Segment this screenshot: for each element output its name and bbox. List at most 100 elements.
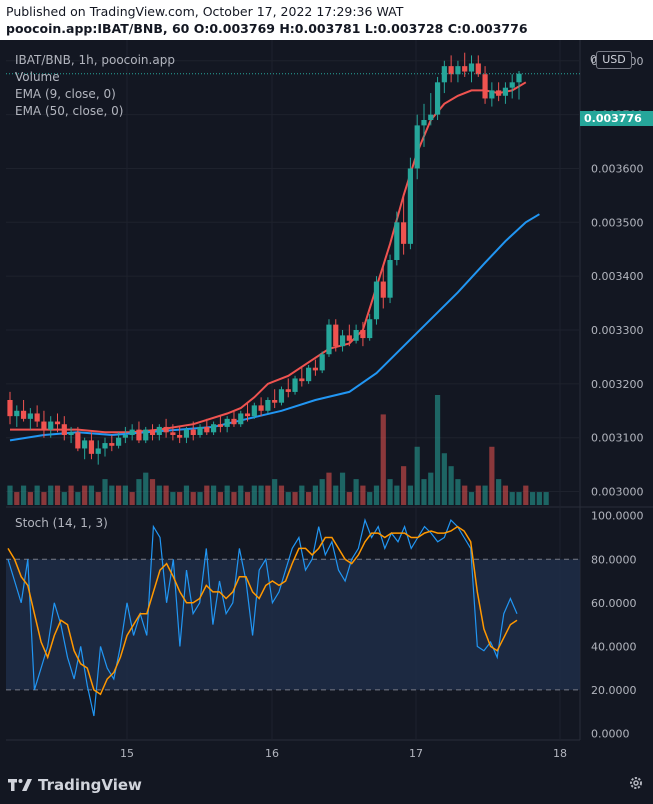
candle [346,324,352,347]
candle-body [509,82,515,88]
candle [407,157,414,250]
volume-bar [156,485,162,505]
candle [462,52,468,77]
legend-stoch: Stoch (14, 1, 3) [15,516,108,530]
volume-bar [115,485,122,505]
candle-body [339,335,346,347]
stoch-tick-label: 0.0000 [591,727,630,740]
tradingview-logo[interactable]: TradingView [8,776,142,794]
candle [434,76,441,120]
x-tick-label: 16 [265,747,279,760]
candle-body [75,432,81,449]
candle-body [183,429,190,438]
candle-body [448,66,454,75]
chart-canvas[interactable]: 151617180.0038000.0037000.0036000.003500… [0,40,653,767]
volume-bar [306,492,312,505]
currency-button[interactable]: USD [596,51,632,69]
price-tick-label: 0.003000 [591,486,644,499]
volume-bar [536,492,542,505]
price-tick-label: 0.003500 [591,216,644,229]
candle-body [353,330,359,341]
volume-bar [319,479,325,505]
candle [278,386,285,406]
candle [387,254,393,304]
candle-body [115,437,122,446]
volume-bar [136,479,142,505]
volume-bar [231,492,237,505]
candle-body [34,413,40,422]
volume-bar [27,492,33,505]
candle-body [401,222,407,244]
volume-bar [95,492,101,505]
candle [177,426,183,444]
volume-bar [380,414,386,505]
candle-body [82,440,88,449]
candle-body [190,429,196,435]
ohlc-summary: poocoin.app:IBAT/BNB, 60 O:0.003769 H:0.… [6,21,528,36]
candle [448,55,454,83]
volume-bar [333,485,339,505]
candle [312,359,318,376]
candle-body [292,378,298,392]
candle-body [109,443,115,446]
volume-bar [529,492,536,505]
volume-bar [190,492,196,505]
candle [516,71,522,100]
candle [353,324,359,344]
candle [401,195,407,255]
candle [197,424,203,438]
candle-body [204,426,210,433]
volume-bar [258,485,264,505]
candle [88,432,95,460]
volume-bar [360,485,366,505]
candle [496,82,502,102]
volume-bar [224,485,230,505]
volume-bar [516,492,522,505]
volume-bar [7,485,13,505]
candle [54,413,61,433]
legend-ema-fast: EMA (9, close, 0) [15,87,116,101]
candle [122,426,128,444]
publish-info: Published on TradingView.com, October 17… [6,4,404,19]
footer: TradingView [0,767,653,804]
volume-bar [339,472,346,505]
volume-bar [61,492,67,505]
candle [7,391,13,425]
candle-body [149,429,156,435]
volume-bar [204,485,210,505]
candle [211,421,217,435]
volume-bar [48,485,54,505]
volume-bar [88,485,95,505]
volume-bar [54,485,61,505]
candle [102,437,108,457]
candle-body [312,367,318,371]
candle [272,389,278,409]
volume-bar [265,485,271,505]
stoch-band [6,559,580,690]
candle-body [360,330,366,339]
candle-body [163,426,169,433]
last-price-tag: 0.003776 [580,111,653,126]
candle [183,426,190,444]
volume-bar [407,485,414,505]
settings-gear-icon[interactable] [628,775,644,791]
candle [61,416,67,441]
volume-bar [326,472,332,505]
candle-body [68,432,74,435]
volume-bar [217,492,223,505]
volume-bar [523,485,529,505]
volume-bar [20,485,27,505]
x-tick-label: 18 [553,747,567,760]
candle [468,55,475,83]
candle [170,424,176,441]
candle-body [496,90,502,96]
candle-body [387,260,393,298]
candle-body [299,378,305,382]
candle [258,397,264,417]
candle-body [170,432,176,435]
candle [509,74,515,99]
volume-bar [244,492,251,505]
stoch-k-line [7,518,518,717]
candle [231,410,237,427]
volume-bar [428,472,434,505]
